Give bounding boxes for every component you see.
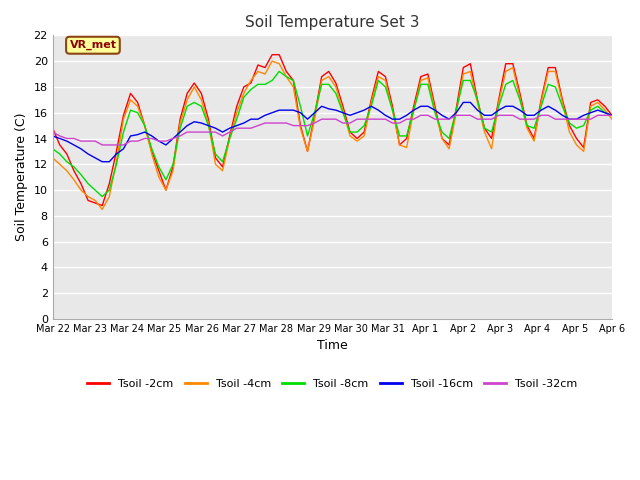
Tsoil -16cm — [559, 112, 566, 118]
Tsoil -8cm — [403, 133, 410, 139]
Tsoil -4cm — [445, 146, 453, 152]
Legend: Tsoil -2cm, Tsoil -4cm, Tsoil -8cm, Tsoil -16cm, Tsoil -32cm: Tsoil -2cm, Tsoil -4cm, Tsoil -8cm, Tsoi… — [83, 374, 582, 393]
Tsoil -32cm — [445, 116, 453, 122]
Tsoil -2cm — [424, 71, 432, 77]
Tsoil -16cm — [460, 99, 467, 105]
Tsoil -32cm — [396, 120, 403, 126]
Tsoil -2cm — [559, 97, 566, 103]
Line: Tsoil -2cm: Tsoil -2cm — [52, 55, 612, 205]
Tsoil -8cm — [49, 146, 56, 152]
Tsoil -4cm — [268, 58, 276, 64]
Tsoil -2cm — [49, 125, 56, 131]
Tsoil -16cm — [388, 116, 396, 122]
Tsoil -4cm — [559, 99, 566, 105]
Tsoil -32cm — [49, 129, 56, 135]
Tsoil -16cm — [99, 159, 106, 165]
Tsoil -32cm — [417, 112, 424, 118]
Text: VR_met: VR_met — [70, 40, 116, 50]
Tsoil -2cm — [608, 112, 616, 118]
Tsoil -8cm — [424, 82, 432, 87]
Tsoil -4cm — [311, 116, 319, 122]
Tsoil -16cm — [417, 103, 424, 109]
Tsoil -8cm — [396, 133, 403, 139]
Tsoil -32cm — [304, 123, 312, 129]
Tsoil -8cm — [311, 110, 319, 116]
Tsoil -8cm — [445, 136, 453, 142]
Y-axis label: Soil Temperature (C): Soil Temperature (C) — [15, 113, 28, 241]
Tsoil -4cm — [424, 75, 432, 81]
Tsoil -4cm — [396, 142, 403, 148]
Line: Tsoil -4cm: Tsoil -4cm — [52, 61, 612, 209]
Tsoil -16cm — [304, 116, 312, 122]
Line: Tsoil -16cm: Tsoil -16cm — [52, 102, 612, 162]
Tsoil -2cm — [311, 112, 319, 118]
Tsoil -4cm — [403, 144, 410, 150]
Tsoil -32cm — [388, 120, 396, 126]
Title: Soil Temperature Set 3: Soil Temperature Set 3 — [245, 15, 420, 30]
Tsoil -16cm — [438, 112, 446, 118]
Tsoil -16cm — [396, 116, 403, 122]
Tsoil -2cm — [445, 142, 453, 148]
Tsoil -2cm — [396, 142, 403, 148]
Tsoil -4cm — [49, 155, 56, 161]
Tsoil -2cm — [403, 136, 410, 142]
X-axis label: Time: Time — [317, 339, 348, 352]
Tsoil -16cm — [608, 112, 616, 118]
Line: Tsoil -32cm: Tsoil -32cm — [52, 115, 612, 145]
Tsoil -2cm — [99, 203, 106, 208]
Tsoil -32cm — [99, 142, 106, 148]
Tsoil -32cm — [424, 112, 432, 118]
Tsoil -4cm — [608, 116, 616, 122]
Tsoil -4cm — [99, 206, 106, 212]
Tsoil -32cm — [608, 112, 616, 118]
Tsoil -8cm — [559, 103, 566, 109]
Tsoil -2cm — [268, 52, 276, 58]
Tsoil -8cm — [275, 69, 283, 74]
Tsoil -16cm — [49, 133, 56, 139]
Tsoil -8cm — [608, 112, 616, 118]
Tsoil -8cm — [99, 193, 106, 199]
Line: Tsoil -8cm: Tsoil -8cm — [52, 72, 612, 196]
Tsoil -32cm — [559, 116, 566, 122]
